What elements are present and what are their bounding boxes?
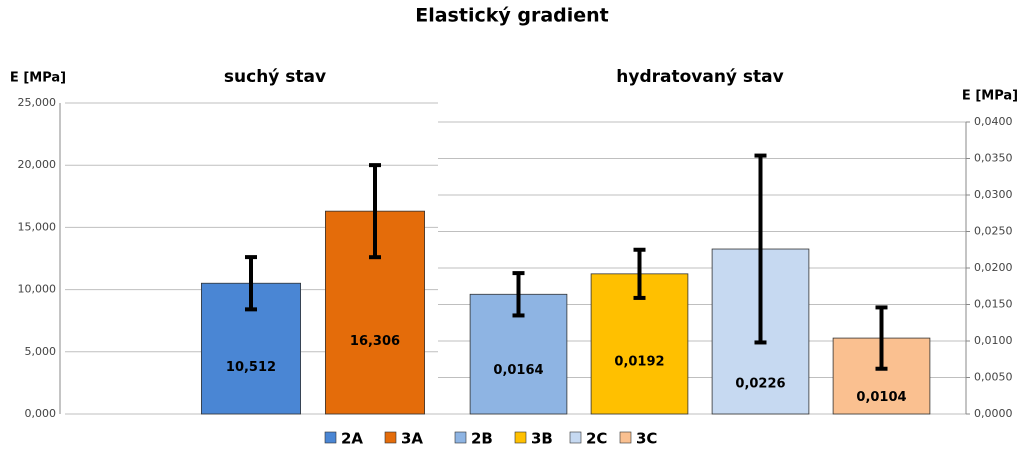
- data-label: 0,0192: [614, 354, 664, 369]
- legend-label: 2B: [471, 430, 493, 448]
- y-axis-label: E [MPa]: [10, 71, 66, 86]
- y-tick-label: 0,0250: [974, 225, 1013, 238]
- y-tick-label: 15,000: [18, 220, 57, 233]
- y-tick-label: 0,0000: [974, 407, 1013, 420]
- legend-swatch: [324, 431, 337, 444]
- y-tick-label: 0,0100: [974, 334, 1013, 347]
- y-tick-label: 0,0350: [974, 152, 1013, 165]
- legend-label: 2C: [586, 430, 607, 448]
- legend-swatch: [514, 431, 527, 444]
- legend-label: 3B: [531, 430, 553, 448]
- data-label: 0,0226: [735, 377, 785, 392]
- legend-swatch: [569, 431, 582, 444]
- y-axis-label: E [MPa]: [962, 89, 1018, 104]
- error-bar: [512, 271, 525, 318]
- legend-label: 3C: [636, 430, 657, 448]
- data-label: 16,306: [350, 334, 400, 349]
- error-bar: [369, 163, 381, 260]
- data-label: 0,0104: [856, 390, 906, 405]
- legend-label: 3A: [401, 430, 423, 448]
- legend-swatch: [619, 431, 632, 444]
- chart-title: Elastický gradient: [415, 5, 609, 27]
- data-label: 0,0164: [493, 363, 543, 378]
- chart-subtitle: suchý stav: [224, 67, 326, 87]
- y-tick-label: 0,0050: [974, 371, 1013, 384]
- legend-swatch: [454, 431, 467, 444]
- error-bar: [245, 255, 257, 312]
- error-bar: [754, 153, 767, 345]
- y-tick-label: 0,0300: [974, 188, 1013, 201]
- y-tick-label: 20,000: [18, 158, 57, 171]
- chart-subtitle: hydratovaný stav: [616, 67, 783, 87]
- y-tick-label: 5,000: [25, 345, 57, 358]
- y-tick-label: 10,000: [18, 283, 57, 296]
- y-tick-label: 0,000: [25, 407, 57, 420]
- data-label: 10,512: [226, 360, 276, 375]
- legend-label: 2A: [341, 430, 363, 448]
- error-bar: [633, 247, 646, 300]
- y-tick-label: 0,0400: [974, 115, 1013, 128]
- legend-swatch: [384, 431, 397, 444]
- y-tick-label: 0,0200: [974, 261, 1013, 274]
- error-bar: [875, 305, 888, 371]
- y-tick-label: 0,0150: [974, 298, 1013, 311]
- y-tick-label: 25,000: [18, 96, 57, 109]
